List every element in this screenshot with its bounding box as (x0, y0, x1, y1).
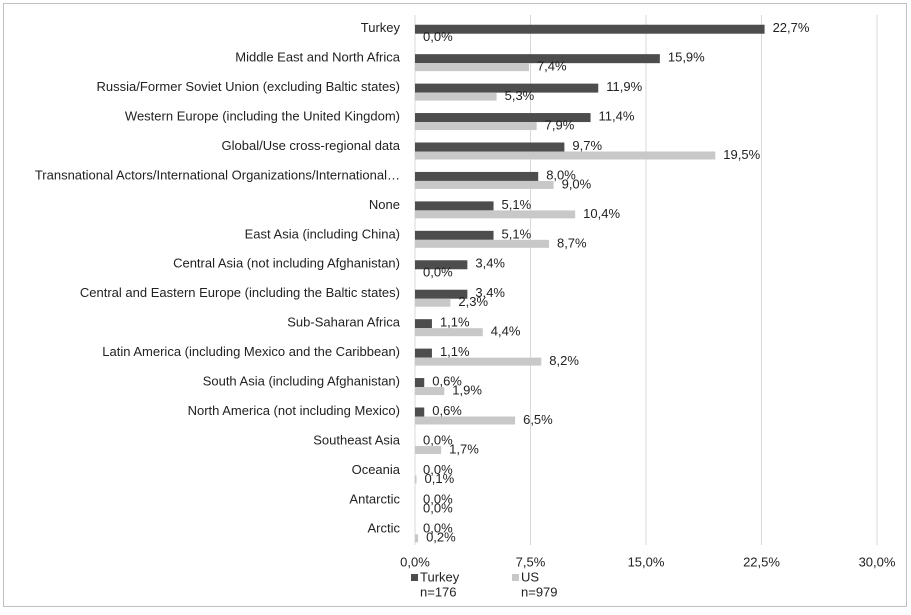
value-label: 0,0% (423, 500, 453, 515)
value-label: 0,6% (432, 373, 462, 388)
y-tick-label: Global/Use cross-regional data (222, 138, 401, 153)
value-label: 0,2% (426, 530, 456, 545)
value-label: 1,1% (440, 315, 470, 330)
value-label: 0,0% (423, 432, 453, 447)
legend-label: Turkey (420, 569, 460, 584)
bar (415, 475, 417, 484)
bar (415, 357, 542, 366)
y-tick-label: East Asia (including China) (245, 226, 400, 241)
value-label: 5,3% (505, 88, 535, 103)
legend-label: US (521, 569, 539, 584)
y-tick-label: Central and Eastern Europe (including th… (80, 285, 400, 300)
value-label: 0,0% (423, 462, 453, 477)
value-label: 3,4% (475, 285, 505, 300)
value-label: 0,0% (423, 491, 453, 506)
y-tick-label: None (369, 197, 400, 212)
value-label: 6,5% (523, 412, 553, 427)
bar (415, 83, 599, 93)
value-label: 7,4% (537, 59, 567, 74)
y-tick-label: Arctic (368, 521, 401, 536)
bar (415, 151, 716, 160)
value-label: 8,7% (557, 235, 587, 250)
bar (415, 239, 549, 248)
value-label: 5,1% (502, 197, 532, 212)
bar (415, 289, 468, 299)
bar (415, 24, 765, 34)
value-label: 11,9% (606, 79, 642, 94)
bar (415, 445, 442, 454)
value-label: 22,7% (773, 20, 810, 35)
value-label: 1,7% (449, 441, 479, 456)
y-tick-label: Western Europe (including the United Kin… (125, 108, 400, 123)
y-tick-label: Middle East and North Africa (235, 50, 401, 65)
bar (415, 534, 419, 543)
bar (415, 54, 660, 64)
bar (415, 387, 445, 396)
bar (415, 210, 576, 219)
value-label: 2,3% (458, 294, 488, 309)
legend-swatch (512, 574, 519, 581)
bar (415, 319, 432, 329)
bar (415, 201, 494, 211)
value-label: 1,1% (440, 344, 470, 359)
value-label: 19,5% (723, 147, 760, 162)
bar (415, 180, 554, 189)
value-label: 0,1% (425, 471, 455, 486)
y-tick-label: Transnational Actors/International Organ… (35, 167, 400, 182)
value-label: 9,0% (562, 176, 592, 191)
y-tick-label: Central Asia (not including Afghanistan) (173, 256, 400, 271)
value-label: 0,0% (423, 29, 453, 44)
value-label: 9,7% (572, 138, 602, 153)
bar (415, 230, 494, 240)
x-tick-label: 0,0% (400, 554, 430, 569)
bar (415, 142, 565, 152)
bar (415, 171, 539, 181)
value-label: 5,1% (502, 226, 532, 241)
chart-border (3, 3, 907, 607)
x-tick-label: 30,0% (859, 554, 896, 569)
y-tick-label: Russia/Former Soviet Union (excluding Ba… (97, 79, 400, 94)
legend-sample-size: n=979 (521, 584, 558, 599)
bar (415, 328, 483, 337)
bar (415, 113, 591, 123)
x-tick-label: 15,0% (628, 554, 665, 569)
value-label: 10,4% (583, 206, 620, 221)
bar (415, 122, 537, 131)
y-tick-label: South Asia (including Afghanistan) (203, 373, 400, 388)
y-tick-label: Sub-Saharan Africa (287, 315, 401, 330)
value-label: 1,9% (452, 382, 482, 397)
x-tick-label: 22,5% (743, 554, 780, 569)
y-tick-label: Latin America (including Mexico and the … (102, 344, 400, 359)
y-tick-label: North America (not including Mexico) (188, 403, 400, 418)
legend-sample-size: n=176 (420, 584, 457, 599)
legend-swatch (411, 574, 418, 581)
value-label: 15,9% (668, 50, 705, 65)
value-label: 7,9% (545, 117, 575, 132)
value-label: 4,4% (491, 324, 521, 339)
value-label: 0,0% (423, 265, 453, 280)
y-tick-label: Antarctic (349, 491, 400, 506)
bar (415, 63, 529, 72)
value-label: 8,0% (546, 167, 576, 182)
y-tick-label: Turkey (361, 20, 401, 35)
value-label: 0,6% (432, 403, 462, 418)
x-tick-label: 7,5% (516, 554, 546, 569)
bar (415, 348, 432, 358)
bar (415, 416, 516, 425)
bar (415, 92, 497, 101)
value-label: 11,4% (599, 108, 635, 123)
bar (415, 260, 468, 270)
y-tick-label: Oceania (352, 462, 401, 477)
value-label: 3,4% (475, 256, 505, 271)
bar (415, 407, 425, 417)
value-label: 8,2% (549, 353, 579, 368)
value-label: 0,0% (423, 521, 453, 536)
bar (415, 298, 451, 307)
y-tick-label: Southeast Asia (313, 432, 400, 447)
bar (415, 378, 425, 388)
